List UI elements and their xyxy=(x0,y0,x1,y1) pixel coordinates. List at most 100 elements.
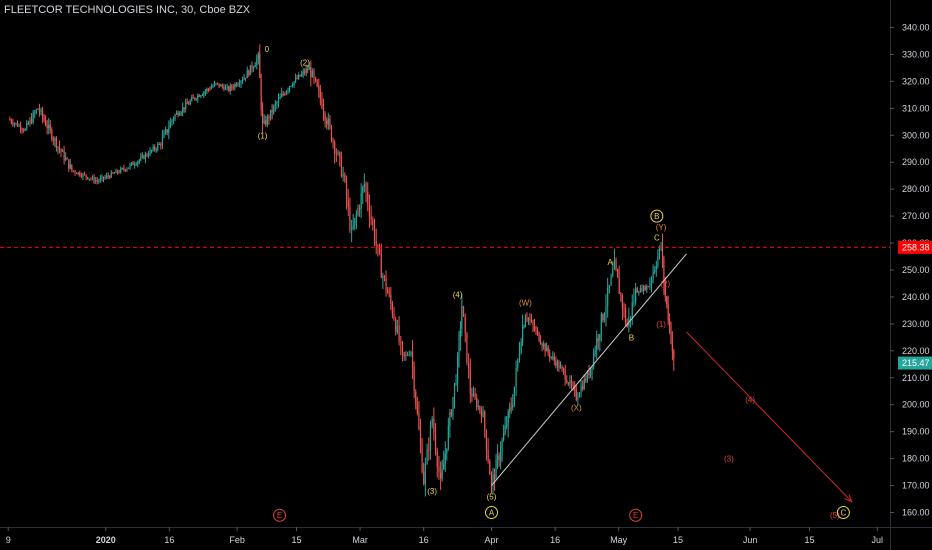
candle-body xyxy=(24,128,26,131)
candle-body xyxy=(175,112,178,115)
wave-label: (5) xyxy=(830,511,840,520)
candle-body xyxy=(151,150,153,152)
candle-body xyxy=(232,87,234,89)
candle-body xyxy=(586,371,589,381)
candle-body xyxy=(351,228,353,230)
candle-body xyxy=(526,318,528,320)
candle-body xyxy=(644,286,646,290)
wave-label: (2) xyxy=(660,279,670,288)
candle-body xyxy=(655,266,657,270)
candle-body xyxy=(567,382,569,385)
candle-body xyxy=(477,405,479,407)
candle-body xyxy=(201,94,203,96)
candle-body xyxy=(512,405,514,408)
candle-body xyxy=(673,351,675,359)
candle-body xyxy=(293,81,295,86)
candle-body xyxy=(212,86,214,88)
candle-body xyxy=(245,77,247,79)
candle-body xyxy=(171,120,173,122)
wave-label-circle xyxy=(273,508,287,522)
candle-body xyxy=(318,86,320,91)
candle-body xyxy=(358,208,361,210)
time-tick-label: Jul xyxy=(872,535,884,545)
candle-body xyxy=(210,87,213,90)
candle-body xyxy=(520,342,522,353)
candle-body xyxy=(668,320,671,324)
candle-body xyxy=(552,356,554,358)
price-tick-label: 280.00 xyxy=(902,184,930,194)
candle-body xyxy=(113,173,116,175)
time-tick-label: Feb xyxy=(229,535,245,545)
candle-body xyxy=(46,125,48,129)
candle-body xyxy=(413,366,415,392)
candle-body xyxy=(523,326,525,328)
candle-body xyxy=(302,71,304,74)
candle-body xyxy=(474,393,476,399)
price-tick-label: 220.00 xyxy=(902,346,930,356)
candle-body xyxy=(499,452,502,461)
candle-body xyxy=(66,158,68,160)
candles-layer xyxy=(9,44,675,497)
candle-body xyxy=(342,174,344,177)
candle-body xyxy=(138,159,140,162)
candle-body xyxy=(246,70,248,79)
candle-body xyxy=(321,98,323,108)
price-tick-label: 160.00 xyxy=(902,508,930,518)
candle-body xyxy=(60,149,62,152)
candle-body xyxy=(337,152,339,155)
time-tick-label: May xyxy=(610,535,628,545)
candle-body xyxy=(431,418,433,426)
candle-body xyxy=(416,403,418,413)
time-tick-label: Jun xyxy=(743,535,758,545)
candle-body xyxy=(365,183,367,192)
candle-body xyxy=(461,306,463,329)
time-axis[interactable]: 9 2020 16 Feb 15 Mar 16 Apr 16 May 15 Jun 15 Jul xyxy=(0,527,932,545)
candle-body xyxy=(667,304,669,321)
candle-body xyxy=(610,276,612,286)
candle-body xyxy=(188,103,190,105)
price-tick-label: 180.00 xyxy=(902,454,930,464)
candle-body xyxy=(532,321,534,326)
candle-body xyxy=(593,353,595,368)
wave-label: (1) xyxy=(258,131,268,140)
candle-body xyxy=(339,152,341,157)
candle-body xyxy=(582,386,584,389)
wave-label: A xyxy=(489,509,495,518)
candle-body xyxy=(126,168,128,171)
candle-body xyxy=(182,107,184,113)
candle-body xyxy=(197,95,199,99)
price-tick-label: 310.00 xyxy=(902,103,930,113)
wave-label: (X) xyxy=(571,403,582,412)
candle-body xyxy=(492,474,494,483)
candle-body xyxy=(68,159,70,169)
candle-body xyxy=(661,246,664,258)
candle-body xyxy=(274,103,276,107)
candle-body xyxy=(429,425,432,450)
candle-body xyxy=(74,171,76,173)
candle-body xyxy=(493,474,496,480)
candle-body xyxy=(538,332,540,342)
candle-body xyxy=(209,89,211,91)
forecast-arrow-line xyxy=(686,331,853,503)
price-axis[interactable]: 160.00 170.00 180.00 190.00 200.00 210.00 220.… xyxy=(890,0,932,550)
candle-body xyxy=(223,86,225,90)
candle-body xyxy=(553,356,555,361)
candle-body xyxy=(408,355,410,357)
candle-body xyxy=(34,112,36,114)
candle-body xyxy=(395,319,397,333)
candle-body xyxy=(235,84,237,86)
candle-body xyxy=(666,297,668,305)
wave-label: E xyxy=(633,511,638,520)
candle-body xyxy=(332,140,334,143)
candle-body xyxy=(542,344,545,347)
candle-body xyxy=(536,330,539,333)
wave-label: (3) xyxy=(724,455,734,464)
candle-body xyxy=(456,356,459,383)
candle-body xyxy=(130,162,133,165)
price-tick-label: 330.00 xyxy=(902,49,930,59)
candle-body xyxy=(260,77,262,110)
candle-body xyxy=(649,282,651,288)
candle-body xyxy=(527,318,530,320)
current-price-badge-label: 215.47 xyxy=(902,358,930,368)
